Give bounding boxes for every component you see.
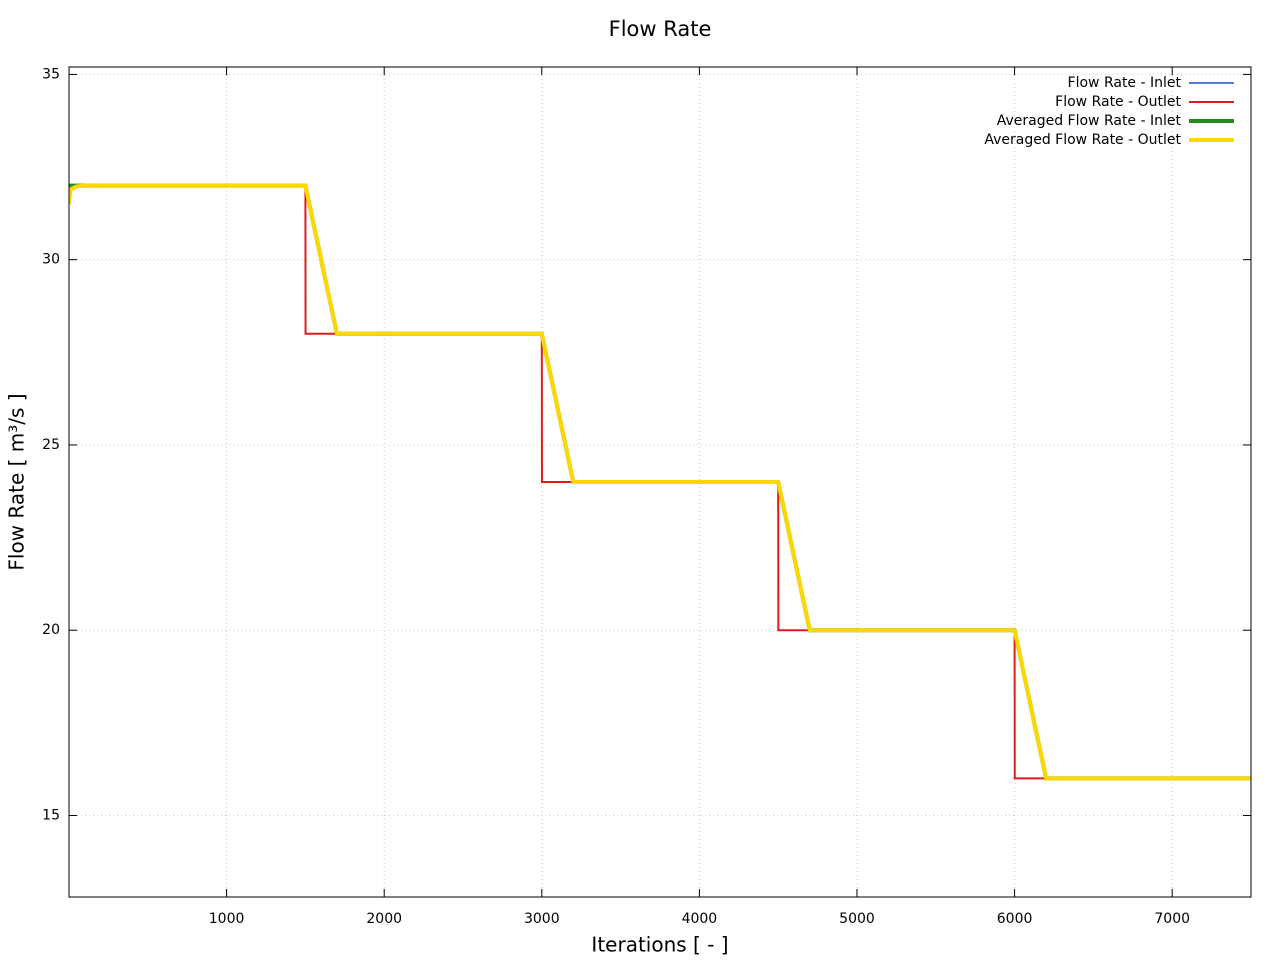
plot-border bbox=[68, 66, 1252, 898]
x-tick-label: 1000 bbox=[209, 911, 245, 927]
x-tick-label: 3000 bbox=[524, 911, 560, 927]
chart-title: Flow Rate bbox=[609, 17, 712, 41]
y-tick-label: 30 bbox=[42, 252, 60, 268]
x-tick-label: 6000 bbox=[997, 911, 1033, 927]
legend-label: Flow Rate - Outlet bbox=[1055, 94, 1181, 110]
y-tick-label: 20 bbox=[42, 622, 60, 638]
legend-label: Flow Rate - Inlet bbox=[1068, 75, 1182, 91]
y-tick-label: 15 bbox=[42, 807, 60, 823]
y-tick-label: 35 bbox=[42, 66, 60, 82]
x-tick-label: 5000 bbox=[839, 911, 875, 927]
legend-label: Averaged Flow Rate - Inlet bbox=[997, 113, 1182, 129]
legend-label: Averaged Flow Rate - Outlet bbox=[984, 132, 1181, 148]
y-axis-label: Flow Rate [ m³/s ] bbox=[5, 393, 29, 570]
x-tick-label: 2000 bbox=[366, 911, 402, 927]
series-line bbox=[69, 183, 1251, 781]
x-axis-label: Iterations [ - ] bbox=[591, 933, 728, 957]
y-tick-label: 25 bbox=[42, 437, 60, 453]
x-tick-label: 4000 bbox=[682, 911, 718, 927]
x-tick-label: 7000 bbox=[1154, 911, 1190, 927]
